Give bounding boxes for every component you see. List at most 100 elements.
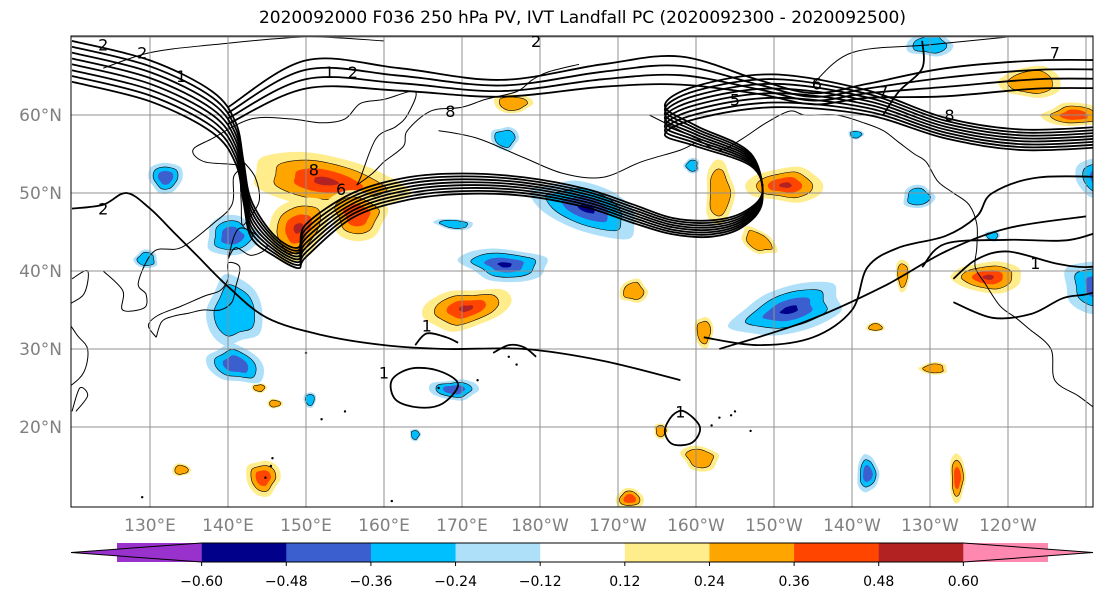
colorbar-swatch-4 xyxy=(455,543,541,562)
positive-anomaly-21-level-1 xyxy=(868,323,883,331)
negative-anomaly-43-level-1 xyxy=(411,430,420,440)
contour-label-1: 2 xyxy=(137,44,147,63)
contour-label-16: 1 xyxy=(675,402,685,421)
coastline-8 xyxy=(1029,329,1093,408)
colorbar-tick-label-5: 0.12 xyxy=(609,574,640,590)
lon-label-230: 130°W xyxy=(901,516,959,536)
map-title: 2020092000 F036 250 hPa PV, IVT Landfall… xyxy=(258,8,906,28)
positive-anomaly-7-level-1 xyxy=(498,96,528,111)
lon-label-210: 150°W xyxy=(745,516,803,536)
northern-contour-0 xyxy=(227,55,1093,108)
contour-label-6: 8 xyxy=(445,102,455,121)
lat-label-20: 20°N xyxy=(19,418,62,438)
island-0 xyxy=(733,410,737,413)
lon-label-240: 120°W xyxy=(979,516,1037,536)
lat-label-60: 60°N xyxy=(19,106,62,126)
colorbar-tick-label-8: 0.48 xyxy=(863,574,894,590)
latitude-labels: 60°N 50°N 40°N 30°N 20°N xyxy=(19,106,62,438)
coastline-5 xyxy=(147,261,241,338)
negative-anomaly-29-level-1 xyxy=(213,284,255,337)
southern-contour-1 xyxy=(71,192,681,382)
map-frame xyxy=(70,35,1094,508)
positive-anomaly-16-level-1 xyxy=(174,464,189,475)
positive-anomaly-5-level-1 xyxy=(745,230,773,251)
positive-anomaly-20-level-1 xyxy=(655,425,667,438)
lon-label-200: 160°W xyxy=(667,516,725,536)
alaska-contour-1 xyxy=(882,40,925,116)
negative-anomaly-38-level-1 xyxy=(907,187,932,206)
island-4 xyxy=(749,429,752,433)
colorbar-tick-label-1: −0.48 xyxy=(265,574,308,590)
jet-contour-7 xyxy=(71,73,1093,270)
contour-label-5: 2 xyxy=(531,32,541,51)
negative-anomaly-36-level-2 xyxy=(1085,276,1093,298)
negative-anomaly-44-level-1 xyxy=(850,131,863,139)
colorbar-swatch-5 xyxy=(540,543,626,562)
coastline-1 xyxy=(102,90,417,312)
coastal-contour-2 xyxy=(952,250,1093,280)
positive-anomaly-22-level-1 xyxy=(922,363,944,374)
positive-anomaly-23-level-1 xyxy=(253,384,266,392)
contour-label-18: 7 xyxy=(1050,44,1060,63)
northern-contour-1 xyxy=(227,64,1093,114)
island-5 xyxy=(515,363,518,366)
island-14 xyxy=(390,499,393,503)
trough-contour-1 xyxy=(703,175,1093,347)
positive-anomaly-4-level-3 xyxy=(779,182,792,189)
small-contour-2 xyxy=(414,332,459,346)
contour-label-4: 2 xyxy=(348,63,358,82)
negative-anomaly-26-level-3 xyxy=(497,262,512,268)
positive-anomaly-11-level-3 xyxy=(982,274,994,280)
island-13 xyxy=(141,496,144,499)
contour-label-11: 7 xyxy=(878,83,888,102)
contour-label-3: 1 xyxy=(324,63,334,82)
island-7 xyxy=(437,386,440,390)
longitude-labels: 130°E 140°E 150°E 160°E 170°E 180°W 170°W 160°W… xyxy=(124,516,1037,536)
contour-label-9: 5 xyxy=(730,90,740,109)
island-1 xyxy=(729,414,733,417)
positive-anomaly-15-level-2 xyxy=(255,470,271,487)
island-8 xyxy=(507,355,510,358)
lon-label-130: 130°E xyxy=(124,516,176,536)
coastal-contour-3 xyxy=(921,232,1093,268)
colorbar-swatch-8 xyxy=(794,543,880,562)
contour-label-13: 2 xyxy=(98,200,108,219)
negative-anomaly-31-level-2 xyxy=(157,170,174,185)
contour-label-2: 1 xyxy=(176,67,186,86)
subtropical-contour-1 xyxy=(719,215,1087,350)
lon-label-160: 160°E xyxy=(358,516,410,536)
coastline-11 xyxy=(71,386,89,412)
closed-contour-1 xyxy=(389,366,459,409)
colorbar-tick-label-0: −0.60 xyxy=(180,574,223,590)
lon-label-150: 150°E xyxy=(280,516,332,536)
coastline-7 xyxy=(438,130,697,179)
positive-anomaly-0-level-3 xyxy=(314,176,340,186)
positive-anomaly-24-level-1 xyxy=(269,399,282,408)
island-16 xyxy=(343,410,347,413)
gridlines xyxy=(71,36,1093,507)
negative-anomaly-32-level-2 xyxy=(443,385,466,395)
lat-label-50: 50°N xyxy=(19,184,62,204)
small-contour-1 xyxy=(492,343,537,358)
northern-contour-2 xyxy=(227,73,1093,120)
negative-anomaly-30-level-2 xyxy=(222,355,249,373)
negative-anomaly-35-level-1 xyxy=(304,394,315,406)
lon-label-190: 170°W xyxy=(589,516,647,536)
colorbar-swatch-2 xyxy=(286,543,372,562)
colorbar-tick-label-4: −0.12 xyxy=(519,574,562,590)
closed-contour-2 xyxy=(663,409,702,447)
coastline-2 xyxy=(356,63,580,186)
island-15 xyxy=(320,418,323,421)
contour-label-10: 6 xyxy=(812,75,822,94)
lon-label-140: 140°E xyxy=(202,516,254,536)
lon-label-180: 180°W xyxy=(511,516,569,536)
island-10 xyxy=(269,464,273,468)
colorbar-tick-label-3: −0.24 xyxy=(434,574,477,590)
lon-label-220: 140°W xyxy=(823,516,881,536)
positive-anomaly-17-level-2 xyxy=(623,494,636,503)
lon-label-170: 170°E xyxy=(436,516,488,536)
contour-label-0: 2 xyxy=(98,36,108,55)
colorbar-swatch-6 xyxy=(624,543,710,562)
